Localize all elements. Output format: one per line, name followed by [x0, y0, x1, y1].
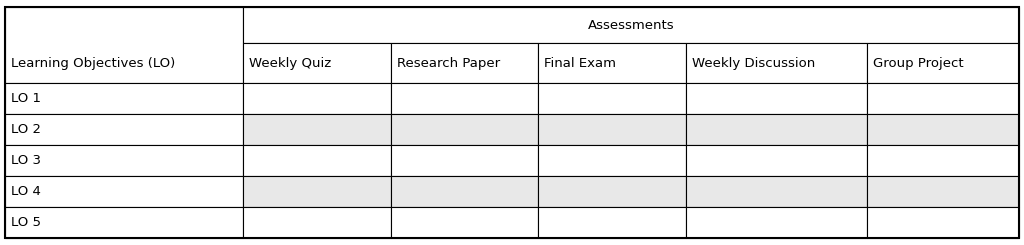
Bar	[391, 43, 539, 83]
Bar	[5, 7, 243, 83]
Text: LO 3: LO 3	[11, 154, 41, 167]
Bar	[686, 114, 867, 145]
Bar	[5, 176, 243, 207]
Bar	[867, 176, 1019, 207]
Text: Weekly Discussion: Weekly Discussion	[692, 57, 815, 70]
Bar	[686, 207, 867, 238]
Text: LO 1: LO 1	[11, 92, 41, 105]
Bar	[243, 83, 391, 114]
Bar	[686, 145, 867, 176]
Bar	[243, 43, 391, 83]
Text: Learning Objectives (LO): Learning Objectives (LO)	[11, 57, 175, 70]
Text: Group Project: Group Project	[873, 57, 964, 70]
Bar	[686, 83, 867, 114]
Bar	[5, 145, 243, 176]
Text: LO 4: LO 4	[11, 185, 41, 198]
Bar	[539, 43, 686, 83]
Bar	[867, 145, 1019, 176]
Bar	[5, 83, 243, 114]
Text: Final Exam: Final Exam	[545, 57, 616, 70]
Bar	[5, 114, 243, 145]
Bar	[539, 176, 686, 207]
Bar	[539, 83, 686, 114]
Bar	[243, 114, 391, 145]
Bar	[867, 207, 1019, 238]
Bar	[391, 83, 539, 114]
Text: Assessments: Assessments	[588, 19, 675, 32]
Text: Research Paper: Research Paper	[397, 57, 500, 70]
Bar	[243, 176, 391, 207]
Bar	[686, 43, 867, 83]
Text: Weekly Quiz: Weekly Quiz	[249, 57, 332, 70]
Bar	[539, 207, 686, 238]
Bar	[686, 176, 867, 207]
Bar	[539, 114, 686, 145]
Bar	[539, 145, 686, 176]
Bar	[391, 145, 539, 176]
Text: LO 2: LO 2	[11, 123, 41, 136]
Text: LO 5: LO 5	[11, 216, 41, 229]
Bar	[867, 114, 1019, 145]
Bar	[391, 114, 539, 145]
Bar	[867, 43, 1019, 83]
Bar	[391, 207, 539, 238]
Bar	[867, 83, 1019, 114]
Bar	[391, 176, 539, 207]
Bar	[243, 207, 391, 238]
Bar	[243, 145, 391, 176]
Bar	[5, 207, 243, 238]
Bar	[243, 7, 1019, 43]
